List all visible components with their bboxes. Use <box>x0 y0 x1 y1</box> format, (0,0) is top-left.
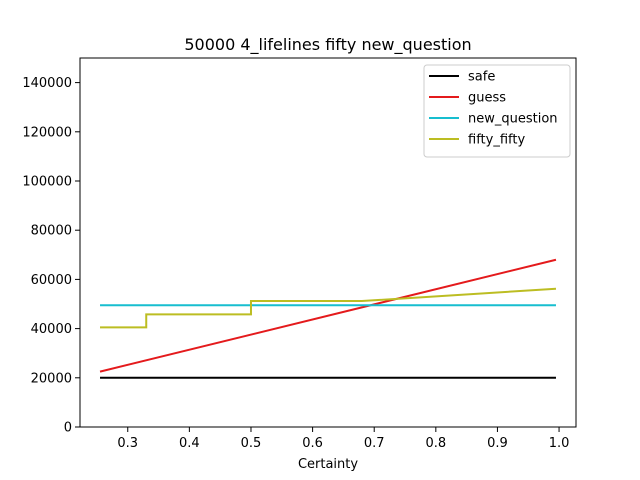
series-line-guess <box>99 258 557 373</box>
x-tick-label: 0.6 <box>302 436 323 451</box>
y-tick-label: 40000 <box>31 322 72 337</box>
axes-frame <box>79 57 577 428</box>
y-tick-label: 60000 <box>31 273 72 288</box>
legend-label-fifty-fifty: fifty_fifty <box>468 133 525 148</box>
y-tick-label: 0 <box>64 421 72 436</box>
x-tick-label: 0.8 <box>425 436 446 451</box>
y-tick-label: 80000 <box>31 224 72 239</box>
plot-area: 0.3 0.4 0.5 0.6 0.7 0.8 0.9 1.0 0 20000 40000 60000… <box>22 57 577 451</box>
y-tick-label: 140000 <box>22 76 72 91</box>
x-tick-label: 1.0 <box>549 436 570 451</box>
legend-label-safe: safe <box>468 70 495 85</box>
x-tick-label: 0.7 <box>364 436 385 451</box>
y-tick-label: 100000 <box>22 175 72 190</box>
x-tick-label: 0.4 <box>179 436 200 451</box>
legend-box <box>423 64 571 158</box>
x-tick-label: 0.9 <box>487 436 508 451</box>
x-axis-label: Certainty <box>298 457 358 472</box>
y-tick-label: 120000 <box>22 125 72 140</box>
x-tick-label: 0.3 <box>117 436 138 451</box>
y-tick-label: 20000 <box>31 371 72 386</box>
chart-title: 50000 4_lifelines fifty new_question <box>184 35 471 55</box>
legend-label-new-question: new_question <box>468 112 558 127</box>
series-line-fifty-fifty <box>100 287 557 329</box>
x-tick-label: 0.5 <box>241 436 262 451</box>
legend: safe guess new_question fifty_fifty <box>423 64 571 158</box>
legend-label-guess: guess <box>468 91 506 106</box>
